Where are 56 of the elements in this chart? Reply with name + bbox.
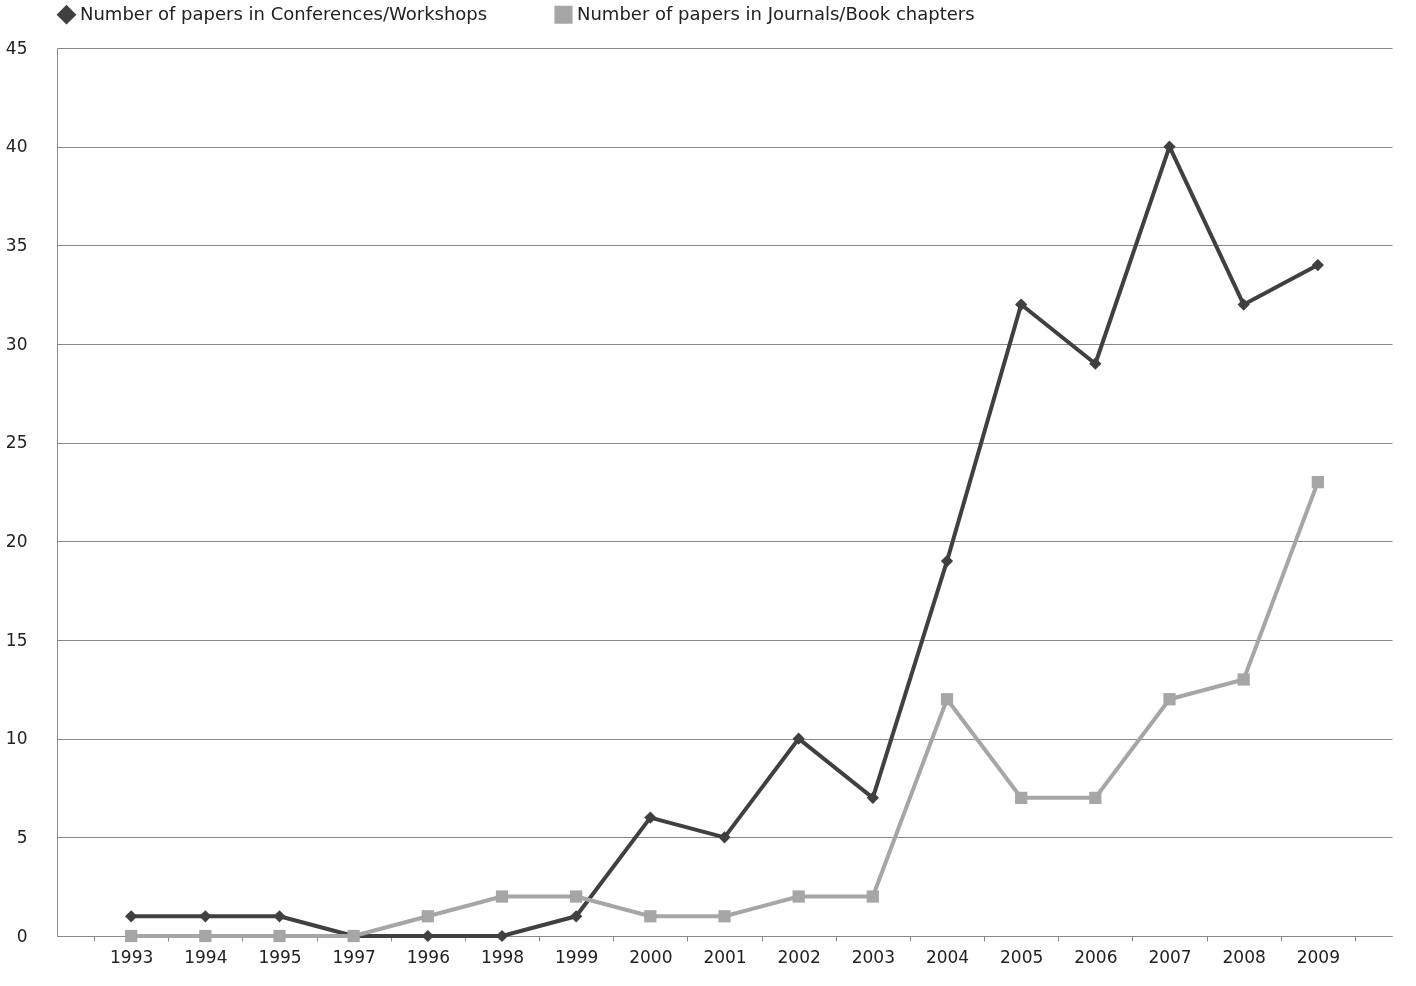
point xyxy=(1311,258,1324,272)
x-tick-label: 1993 xyxy=(110,946,154,967)
point xyxy=(570,890,583,903)
point xyxy=(718,831,731,844)
point xyxy=(1015,791,1028,804)
y-tick-label: 40 xyxy=(5,136,28,157)
point xyxy=(1237,673,1250,686)
x-tick-label: 1998 xyxy=(480,946,525,967)
x-tick-label: 2003 xyxy=(851,946,895,967)
point xyxy=(495,890,509,903)
point xyxy=(940,554,954,568)
x-tick-label: 2002 xyxy=(777,946,821,967)
point xyxy=(273,929,286,943)
point xyxy=(421,910,434,923)
y-tick-label: 0 xyxy=(16,925,28,946)
y-tick-label: 45 xyxy=(5,37,28,58)
point xyxy=(1015,298,1028,311)
y-tick-label: 20 xyxy=(5,530,28,551)
y-tick-label: 30 xyxy=(5,333,28,354)
point xyxy=(1163,140,1176,153)
legend-label: Number of papers in Conferences/Workshops xyxy=(80,2,488,24)
x-tick-label: 2004 xyxy=(925,946,970,967)
point xyxy=(1089,791,1102,804)
x-tick-label: 1999 xyxy=(555,946,599,967)
y-tick-label: 15 xyxy=(5,629,28,650)
y-tick-label: 25 xyxy=(5,432,28,453)
point xyxy=(199,929,212,943)
point xyxy=(940,693,954,706)
point xyxy=(570,910,583,923)
point xyxy=(125,929,138,943)
legend-label: Number of papers in Journals/Book chapters xyxy=(577,2,975,24)
y-tick-label: 35 xyxy=(5,234,28,255)
point xyxy=(718,910,731,923)
x-tick-label: 2007 xyxy=(1148,946,1192,967)
x-tick-label: 1995 xyxy=(258,946,302,967)
point xyxy=(792,732,805,745)
x-tick-label: 2000 xyxy=(629,946,673,967)
point xyxy=(1237,298,1250,311)
point xyxy=(1089,357,1102,370)
point xyxy=(1311,476,1324,489)
point xyxy=(644,811,657,824)
x-tick-label: 1997 xyxy=(332,946,376,967)
point xyxy=(866,890,879,903)
point xyxy=(866,791,879,804)
point xyxy=(1163,693,1176,706)
y-tick-label: 5 xyxy=(16,826,28,847)
x-tick-label: 2008 xyxy=(1222,946,1266,967)
point xyxy=(644,910,657,923)
y-tick-label: 10 xyxy=(5,728,28,749)
x-tick-label: 2001 xyxy=(703,946,747,967)
x-tick-label: 1996 xyxy=(406,946,450,967)
x-tick-label: 2005 xyxy=(1000,946,1044,967)
x-tick-label: 1994 xyxy=(184,946,228,967)
x-tick-label: 2006 xyxy=(1074,946,1118,967)
x-tick-label: 2009 xyxy=(1296,946,1340,967)
point xyxy=(792,890,805,903)
